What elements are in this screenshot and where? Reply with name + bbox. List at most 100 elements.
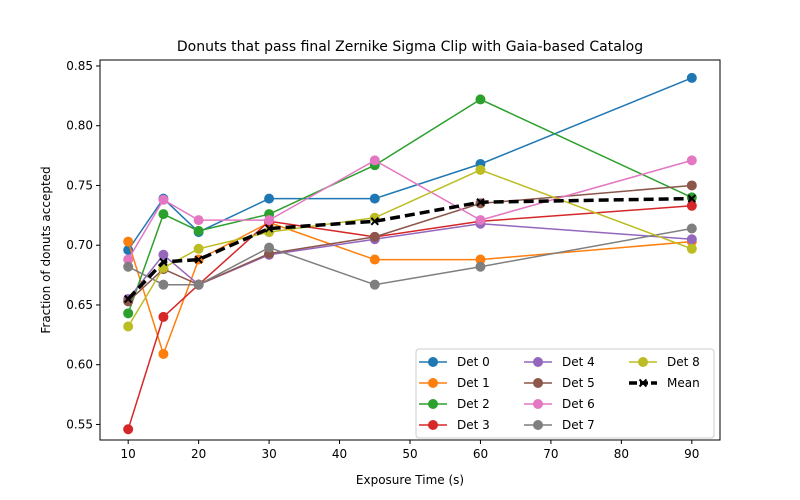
data-point [475, 164, 486, 175]
series-layer [123, 72, 697, 435]
data-point [686, 243, 697, 254]
data-point [193, 215, 204, 226]
data-point [123, 424, 134, 435]
legend-marker [533, 420, 543, 430]
legend-label: Det 3 [457, 418, 490, 432]
series-mean [123, 194, 697, 304]
legend-marker [428, 378, 438, 388]
legend-marker [428, 399, 438, 409]
x-axis-label: Exposure Time (s) [356, 473, 464, 487]
legend-label: Det 5 [562, 376, 595, 390]
y-tick-label: 0.85 [66, 59, 93, 73]
data-point [158, 311, 169, 322]
data-point [123, 254, 134, 265]
data-point [158, 348, 169, 359]
legend-label: Det 2 [457, 397, 490, 411]
data-point [686, 72, 697, 83]
data-point [369, 231, 380, 242]
data-point [686, 180, 697, 191]
data-point [475, 215, 486, 226]
data-point [686, 234, 697, 245]
legend-marker [638, 378, 648, 388]
legend-entry-det-2: Det 2 [419, 397, 490, 411]
data-point [264, 224, 274, 233]
legend-marker [638, 357, 648, 367]
data-point [369, 254, 380, 265]
legend-label: Det 1 [457, 376, 490, 390]
y-tick-label: 0.70 [66, 238, 93, 252]
plot-area: 10 20 30 40 50 60 70 80 90 0.550.600.650.700.750… [66, 59, 721, 461]
x-axis-ticks: 10 20 30 40 50 60 70 80 90 [121, 440, 699, 461]
data-point [475, 261, 486, 272]
legend-entry-det-3: Det 3 [419, 418, 490, 432]
y-tick-label: 0.60 [66, 358, 93, 372]
data-point [123, 261, 134, 272]
legend-label: Mean [667, 376, 700, 390]
data-point [123, 294, 133, 304]
y-axis-ticks: 0.55 0.60 0.65 0.70 0.75 0.80 0.85 [66, 59, 100, 431]
data-point [194, 255, 203, 264]
legend-label: Det 7 [562, 418, 595, 432]
data-point [193, 243, 204, 254]
data-point [193, 279, 204, 290]
legend-entry-det-5: Det 5 [524, 376, 595, 390]
series-det-7 [123, 223, 697, 290]
data-point [158, 279, 169, 290]
data-point [686, 223, 697, 234]
data-point [476, 197, 485, 207]
data-point [193, 225, 204, 236]
y-axis-label: Fraction of donuts accepted [39, 166, 53, 333]
y-tick-label: 0.65 [66, 298, 93, 312]
x-tick-label: 50 [402, 447, 417, 461]
series-det-8 [123, 164, 697, 332]
legend-entry-det-0: Det 0 [419, 355, 490, 369]
legend-label: Det 0 [457, 355, 490, 369]
data-point [686, 155, 697, 166]
data-point [687, 194, 697, 203]
data-point [264, 215, 275, 226]
chart-title: Donuts that pass final Zernike Sigma Cli… [177, 39, 643, 55]
legend-marker [428, 420, 438, 430]
legend-entry-mean: Mean [629, 376, 700, 390]
data-point [369, 279, 380, 290]
data-point [158, 249, 169, 260]
legend-entry-det-4: Det 4 [524, 355, 595, 369]
x-tick-label: 70 [543, 447, 558, 461]
legend-entry-det-8: Det 8 [629, 355, 700, 369]
data-point [475, 94, 486, 105]
series-det-6 [123, 155, 697, 265]
legend-entry-det-7: Det 7 [524, 418, 595, 432]
data-point [123, 308, 134, 319]
data-point [475, 254, 486, 265]
legend-marker [533, 399, 543, 409]
data-point [369, 155, 380, 166]
legend-label: Det 6 [562, 397, 595, 411]
data-point [370, 217, 379, 226]
data-point [686, 200, 697, 211]
x-tick-label: 80 [614, 447, 629, 461]
data-point [158, 194, 169, 205]
data-point [123, 321, 134, 332]
legend-marker [533, 378, 543, 388]
data-point [123, 236, 134, 247]
legend-entry-det-1: Det 1 [419, 376, 490, 390]
y-tick-label: 0.55 [66, 417, 93, 431]
y-tick-label: 0.80 [66, 119, 93, 133]
x-tick-label: 60 [473, 447, 488, 461]
legend-marker [533, 357, 543, 367]
legend-frame [415, 348, 715, 439]
legend-marker [428, 357, 438, 367]
x-tick-label: 90 [684, 447, 699, 461]
x-tick-label: 40 [332, 447, 347, 461]
data-point [264, 242, 275, 253]
x-tick-label: 30 [261, 447, 276, 461]
y-tick-label: 0.75 [66, 178, 93, 192]
data-point [159, 257, 168, 267]
legend-entry-det-6: Det 6 [524, 397, 595, 411]
data-point [369, 193, 380, 204]
x-tick-label: 20 [191, 447, 206, 461]
legend-label: Det 4 [562, 355, 595, 369]
legend-label: Det 8 [667, 355, 700, 369]
legend: Det 0 Det 1 Det 2 Det 3 Det 4 Det 5 Det 6 Det 7… [415, 348, 715, 439]
